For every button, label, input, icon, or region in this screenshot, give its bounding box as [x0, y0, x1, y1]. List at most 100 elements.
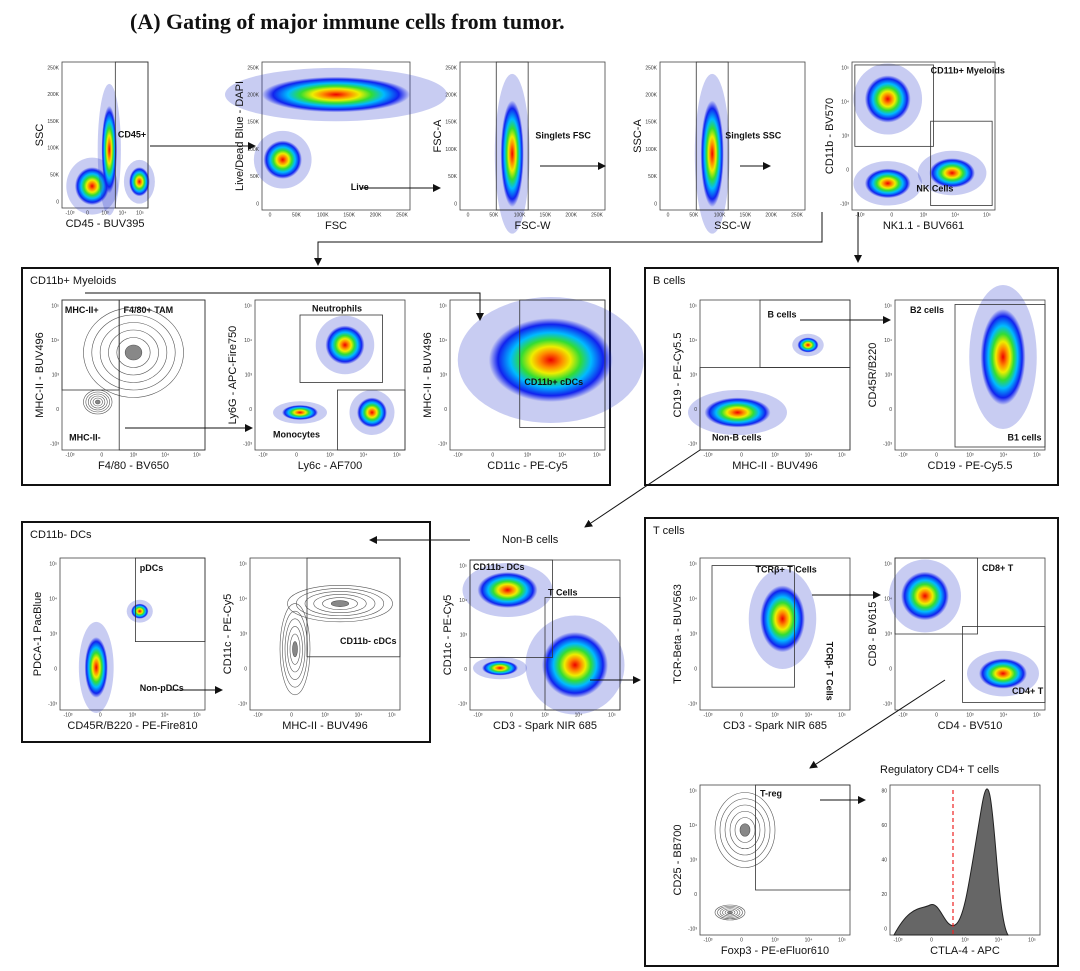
contour — [83, 307, 184, 398]
y-tick-label: 50K — [648, 174, 658, 180]
density-blob — [760, 585, 805, 653]
y-axis-label: CD8 - BV615 — [867, 602, 879, 667]
arrow — [85, 292, 484, 321]
gate — [469, 559, 553, 658]
y-tick-label: 0 — [889, 407, 892, 413]
y-tick-label: 150K — [645, 120, 657, 126]
y-tick-label: 40 — [881, 857, 887, 863]
y-tick-label: 200K — [645, 93, 657, 99]
y-tick-label: 10⁵ — [51, 303, 59, 309]
y-tick-label: 100K — [247, 147, 259, 153]
x-tick-label: 250K — [791, 212, 803, 218]
x-tick-label: 10³ — [524, 452, 532, 458]
y-tick-label: 50K — [250, 174, 260, 180]
y-tick-label: 0 — [884, 926, 887, 932]
gate-label: CD45+ — [118, 129, 146, 139]
y-tick-label: 0 — [694, 407, 697, 413]
group-box — [21, 267, 611, 486]
x-tick-label: 150K — [740, 212, 752, 218]
figure-title: (A) Gating of major immune cells from tu… — [130, 9, 565, 34]
group-box — [644, 517, 1059, 967]
contour — [124, 344, 143, 361]
x-axis-label: CTLA-4 - APC — [930, 945, 1000, 957]
x-tick-label: 100K — [514, 212, 526, 218]
y-tick-label: 200K — [47, 92, 59, 98]
gate-label: MHC-II+ — [65, 305, 99, 315]
y-axis-label: SSC-A — [632, 119, 644, 153]
gate-label: B1 cells — [1008, 432, 1042, 442]
arrow — [809, 679, 946, 769]
x-tick-label: -10³ — [66, 210, 75, 216]
y-tick-label: 0 — [256, 201, 259, 207]
x-tick-label: 10³ — [326, 452, 334, 458]
y-tick-label: 150K — [445, 120, 457, 126]
density-blob — [101, 105, 118, 194]
contour — [85, 391, 110, 413]
x-tick-label: 10³ — [321, 712, 329, 718]
y-tick-label: 10³ — [690, 631, 698, 637]
plot: Neutrophils Monocytes Ly6c - AF700 Ly6G - A… — [227, 299, 406, 472]
y-tick-label: 10³ — [460, 632, 468, 638]
y-tick-label: 0 — [249, 407, 252, 413]
x-axis-label: SSC-W — [714, 220, 751, 232]
gate-label: B cells — [768, 309, 797, 319]
contour — [304, 591, 376, 617]
gate-label: Non-B cells — [712, 432, 762, 442]
x-tick-label: 50K — [689, 212, 699, 218]
gate — [699, 367, 851, 451]
gate-label: CD8+ T — [982, 563, 1014, 573]
density-blob — [500, 100, 524, 208]
y-tick-label: 10⁴ — [689, 338, 697, 344]
contour — [729, 810, 761, 850]
x-tick-label: 10⁵ — [838, 937, 846, 943]
x-axis-label: NK1.1 - BUV661 — [883, 220, 964, 232]
x-axis-label: MHC-II - BUV496 — [732, 460, 818, 472]
y-tick-label: -10³ — [688, 441, 697, 447]
x-tick-label: 10⁵ — [193, 712, 201, 718]
plot-frame — [249, 557, 401, 711]
y-tick-label: 10⁵ — [689, 561, 697, 567]
y-tick-label: 10⁴ — [439, 338, 447, 344]
gate-label: CD4+ T — [1012, 686, 1044, 696]
gate — [930, 120, 993, 206]
x-tick-label: 10⁴ — [119, 210, 127, 216]
contour — [292, 641, 298, 658]
x-tick-label: 0 — [740, 712, 743, 718]
y-tick-label: 10³ — [50, 631, 58, 637]
x-tick-label: -10³ — [704, 712, 713, 718]
y-tick-label: 100K — [445, 147, 457, 153]
x-tick-label: 10⁵ — [608, 712, 616, 718]
contour — [90, 395, 106, 409]
contour — [727, 910, 733, 915]
x-axis-label: Foxp3 - PE-eFluor610 — [721, 945, 829, 957]
gate — [299, 314, 383, 383]
density-blob — [131, 603, 149, 619]
y-tick-label: 250K — [247, 65, 259, 71]
x-tick-label: 10⁴ — [805, 937, 813, 943]
x-tick-label: -10³ — [66, 452, 75, 458]
y-tick-label: 250K — [445, 65, 457, 71]
x-tick-label: 10³ — [129, 712, 137, 718]
y-tick-label: 0 — [244, 666, 247, 672]
x-tick-label: 10⁵ — [388, 712, 396, 718]
plot: MHC-II+ F4/80+ TAM MHC-II- F4/80 - BV650 MHC… — [34, 299, 206, 472]
contour — [739, 823, 751, 837]
x-tick-label: 10⁵ — [838, 712, 846, 718]
plot: CTLA-4 - APC 0 20 40 60 80 -10³ 0 10³ 10⁴ 10⁵ — [881, 784, 1041, 957]
gate-label: CD11b- DCs — [473, 562, 525, 572]
contour — [95, 399, 101, 405]
y-tick-label: 10⁴ — [689, 823, 697, 829]
y-axis-label: MHC-II - BUV496 — [422, 332, 434, 418]
density-blob — [797, 337, 819, 353]
density-blob — [488, 318, 613, 402]
y-tick-label: 10⁴ — [689, 596, 697, 602]
x-tick-label: 10³ — [966, 452, 974, 458]
y-tick-label: 10³ — [690, 372, 698, 378]
x-axis-label: CD11c - PE-Cy5 — [487, 460, 567, 472]
density-blob — [325, 325, 365, 365]
y-tick-label: -10³ — [883, 701, 892, 707]
y-tick-label: 100K — [47, 146, 59, 152]
x-tick-label: -10³ — [899, 712, 908, 718]
y-axis-label: Live/Dead Blue - DAPI — [234, 81, 246, 191]
x-tick-label: 200K — [765, 212, 777, 218]
